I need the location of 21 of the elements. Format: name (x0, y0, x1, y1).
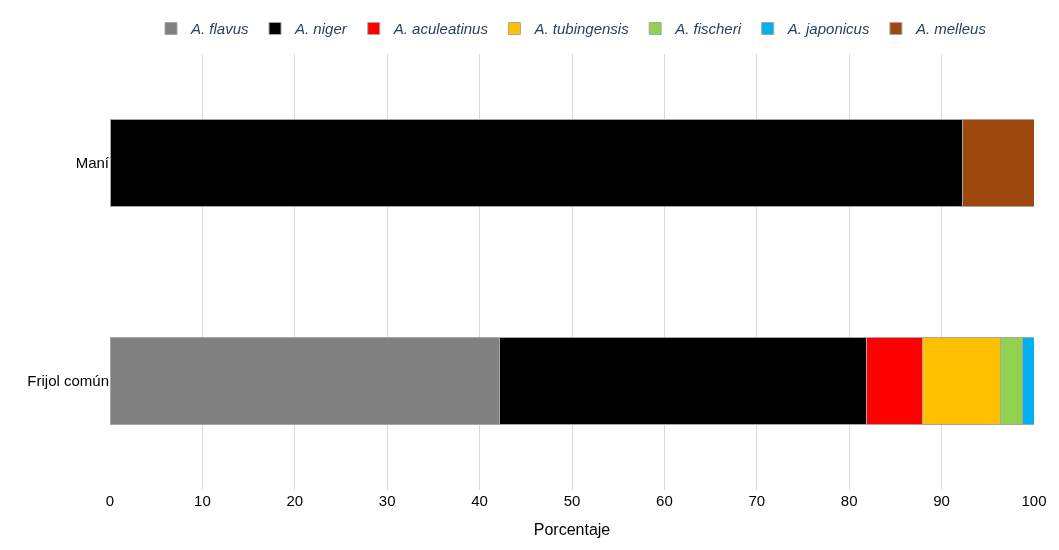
x-tick-label: 90 (933, 492, 950, 509)
x-axis-title: Porcentaje (533, 520, 611, 538)
legend-label: A. aculeatinus (392, 20, 489, 38)
x-tick-label: 50 (563, 492, 581, 509)
y-tick-label: Frijol común (27, 372, 109, 390)
x-tick-label: 20 (286, 492, 304, 509)
x-tick-label: 0 (105, 492, 115, 509)
legend-label: A. niger (294, 20, 348, 38)
legend-label: A. japonicus (786, 20, 870, 38)
legend-label: A. melleus (914, 20, 987, 38)
legend-label: A. fischeri (674, 20, 742, 38)
x-tick-label: 100 (1021, 492, 1047, 509)
legend-label: A. tubingensis (533, 20, 630, 38)
x-tick-label: 70 (748, 492, 766, 509)
x-tick-label: 80 (840, 492, 858, 509)
x-tick-label: 40 (471, 492, 488, 509)
x-tick-label: 30 (378, 492, 396, 509)
y-tick-label: Maní (75, 154, 110, 172)
x-tick-label: 60 (656, 492, 673, 509)
legend-label: A. flavus (190, 20, 250, 38)
x-tick-label: 10 (194, 492, 211, 509)
